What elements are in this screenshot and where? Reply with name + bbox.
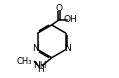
Text: H: H: [37, 65, 44, 74]
Text: OH: OH: [64, 15, 77, 24]
Text: CH₃: CH₃: [17, 57, 32, 66]
Text: O: O: [56, 4, 63, 13]
Text: N: N: [64, 44, 71, 53]
Text: N: N: [33, 44, 39, 53]
Text: NH: NH: [33, 61, 47, 70]
